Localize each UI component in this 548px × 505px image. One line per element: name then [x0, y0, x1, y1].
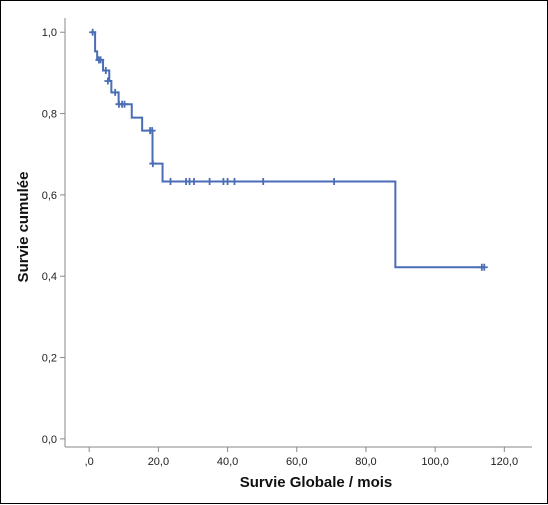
axes: [64, 18, 532, 448]
x-axis-title: Survie Globale / mois: [240, 474, 393, 491]
x-tick-label: 40,0: [217, 456, 238, 468]
y-axis-title: Survie cumulée: [15, 172, 32, 283]
censor-mark: [89, 28, 97, 36]
censor-mark: [149, 160, 157, 168]
x-tick-label: ,0: [85, 456, 94, 468]
censor-mark: [148, 127, 156, 135]
censor-mark: [206, 177, 214, 185]
censor-mark: [190, 177, 198, 185]
survival-curve: [90, 31, 484, 269]
censor-mark: [104, 77, 112, 85]
censor-mark: [480, 263, 488, 271]
x-tick-label: 60,0: [286, 456, 307, 468]
y-ticks: 0,0 0,2 0,4 0,6 0,8 1,0: [42, 27, 65, 446]
censor-mark: [97, 56, 105, 64]
y-tick-label: 0,6: [42, 190, 57, 202]
y-tick-label: 1,0: [42, 27, 57, 39]
x-tick-label: 20,0: [148, 456, 169, 468]
x-tick-label: 100,0: [421, 456, 449, 468]
censor-mark: [120, 100, 128, 108]
y-tick-label: 0,0: [42, 434, 57, 446]
censor-mark: [259, 177, 267, 185]
censor-mark: [231, 177, 239, 185]
x-tick-label: 120,0: [491, 456, 519, 468]
censor-mark: [224, 177, 232, 185]
x-ticks: ,0 20,0 40,0 60,0 80,0 100,0 120,0: [85, 447, 518, 468]
censor-mark: [167, 177, 175, 185]
x-tick-label: 80,0: [355, 456, 376, 468]
y-tick-label: 0,8: [42, 109, 57, 121]
censor-mark: [102, 66, 110, 74]
y-tick-label: 0,2: [42, 353, 57, 365]
censor-mark: [111, 88, 119, 96]
plot-area: [89, 28, 488, 271]
censor-mark: [330, 177, 338, 185]
y-tick-label: 0,4: [42, 271, 57, 283]
